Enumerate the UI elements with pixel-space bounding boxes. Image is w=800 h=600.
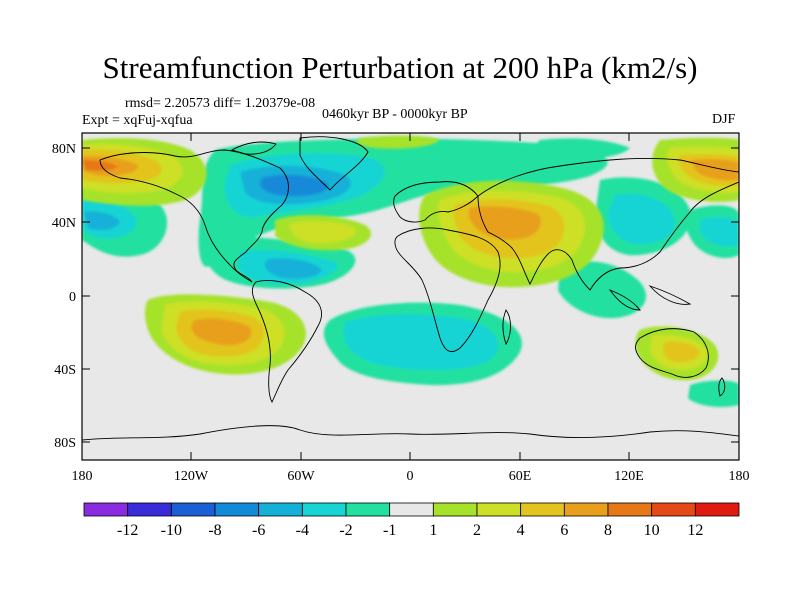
period-label: 0460kyr BP - 0000kyr BP <box>322 107 468 122</box>
coastlines <box>82 136 739 441</box>
colorbar-labels: -12 -10 -8 -6 -4 -2 -1 1 2 4 6 8 10 12 <box>117 522 703 539</box>
lat-label-40s: 40S <box>54 363 76 378</box>
colorbar-box <box>520 502 565 517</box>
colorbar-label: 10 <box>644 522 660 539</box>
colorbar-box <box>651 502 696 517</box>
lat-label-80s: 80S <box>54 436 76 451</box>
colorbar-label: -2 <box>339 522 352 539</box>
colorbar-box <box>127 502 172 517</box>
colorbar-box <box>607 502 653 517</box>
colorbar-box <box>694 502 740 517</box>
lon-label-60e: 60E <box>509 469 532 484</box>
colorbar-label: -8 <box>208 522 221 539</box>
lon-label-180w: 180 <box>72 469 93 484</box>
lon-label-120w: 120W <box>174 469 209 484</box>
colorbar-label: 4 <box>517 522 525 539</box>
colorbar-label: 8 <box>604 522 612 539</box>
lon-label-120e: 120E <box>614 469 644 484</box>
colorbar-label: -1 <box>383 522 396 539</box>
colorbar-box <box>83 502 129 517</box>
colorbar-box <box>345 502 391 517</box>
streamfunction-field <box>82 133 739 460</box>
colorbar-label: 12 <box>687 522 703 539</box>
colorbar-label: 1 <box>429 522 437 539</box>
colorbar-box <box>170 502 216 517</box>
colorbar-box <box>476 502 522 517</box>
negative-anomaly-regions <box>82 138 739 408</box>
season-label: DJF <box>712 112 736 127</box>
colorbar: -12 -10 -8 -6 -4 -2 -1 1 2 4 6 8 10 12 <box>83 502 740 539</box>
lon-label-60w: 60W <box>287 469 315 484</box>
latitude-axis: 80N 40N 0 40S 80S <box>52 142 739 451</box>
colorbar-box <box>258 502 303 517</box>
plot-title: Streamfunction Perturbation at 200 hPa (… <box>102 50 698 85</box>
colorbar-label: -12 <box>117 522 138 539</box>
colorbar-boxes <box>83 502 740 517</box>
colorbar-box <box>214 502 260 517</box>
colorbar-label: 2 <box>473 522 481 539</box>
colorbar-box <box>301 502 347 517</box>
lon-label-180e: 180 <box>729 469 750 484</box>
colorbar-label: -6 <box>252 522 265 539</box>
lat-label-0: 0 <box>69 290 76 305</box>
longitude-axis: 180 120W 60W 0 60E 120E 180 <box>72 133 750 484</box>
rmsd-stats: rmsd= 2.20573 diff= 1.20379e-08 <box>125 96 316 111</box>
lon-label-0: 0 <box>407 469 414 484</box>
colorbar-label: 6 <box>560 522 568 539</box>
colorbar-box <box>389 502 434 517</box>
experiment-label: Expt = xqFuj-xqfua <box>82 113 193 128</box>
colorbar-box <box>432 502 478 517</box>
lat-label-40n: 40N <box>52 216 76 231</box>
colorbar-label: -10 <box>161 522 182 539</box>
colorbar-box <box>563 502 609 517</box>
colorbar-label: -4 <box>296 522 309 539</box>
lat-label-80n: 80N <box>52 142 76 157</box>
positive-anomaly-regions <box>82 135 739 381</box>
